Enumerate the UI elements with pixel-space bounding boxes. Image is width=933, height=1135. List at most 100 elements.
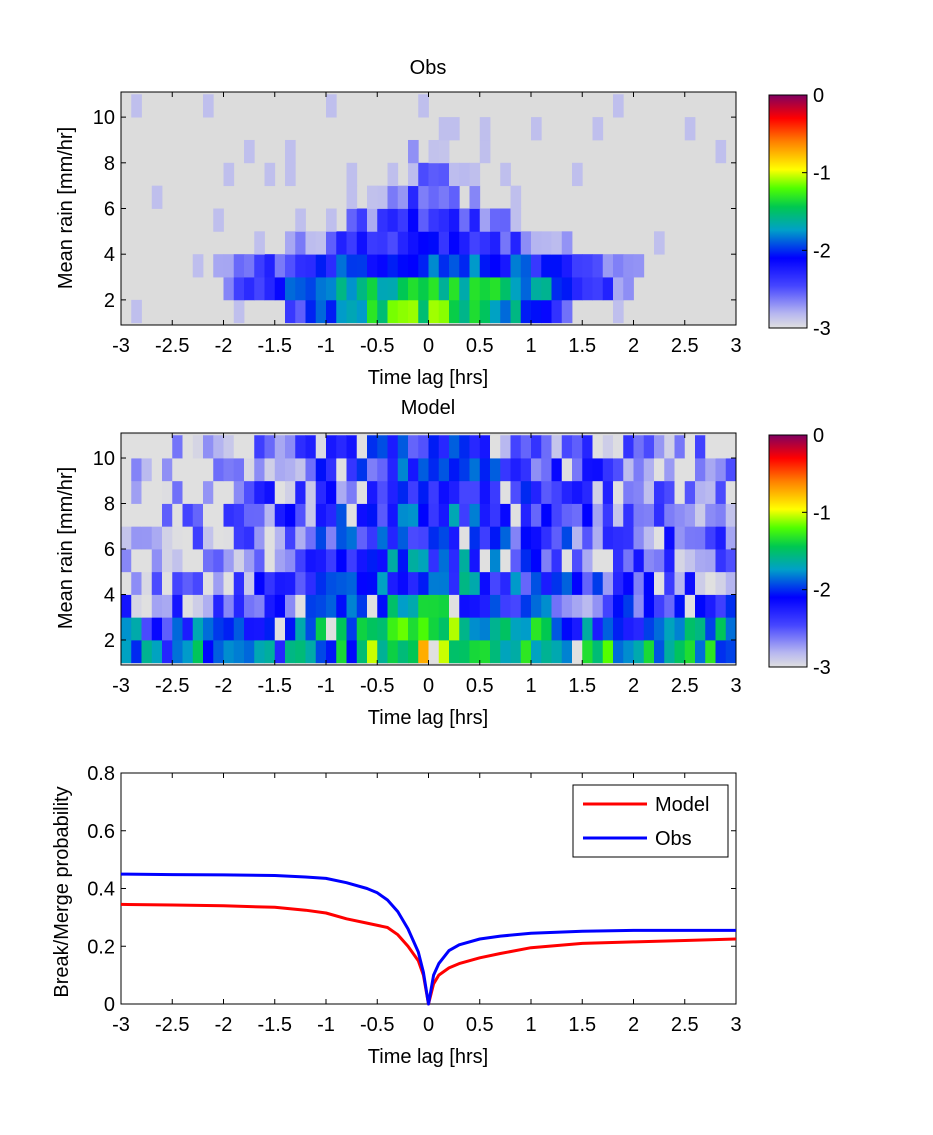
model-cell <box>500 617 511 641</box>
obs-cell <box>449 208 460 232</box>
model-cell <box>162 571 173 595</box>
model-x-tick-label: 1 <box>525 675 536 697</box>
obs-cell <box>551 231 563 255</box>
obs-colorbar: 0 -1 -2 -3 <box>768 85 831 340</box>
line-y-tick-label: 0.8 <box>87 763 115 785</box>
obs-cell <box>377 277 388 301</box>
model-cell <box>438 639 450 664</box>
obs-cell <box>469 231 481 255</box>
line-x-tick-label: 2.5 <box>671 1014 699 1036</box>
model-cell <box>674 526 686 550</box>
model-cell <box>541 435 552 459</box>
model-cell <box>346 571 358 595</box>
model-x-tick-label: -0.5 <box>360 675 394 697</box>
obs-cell <box>295 277 306 301</box>
obs-cell <box>633 254 645 278</box>
model-cell <box>367 480 378 504</box>
model-cell <box>274 480 286 504</box>
model-cell <box>285 594 296 618</box>
model-x-axis-label: Time lag [hrs] <box>368 707 488 729</box>
model-cell <box>674 458 686 482</box>
obs-cell <box>449 299 460 324</box>
model-cell <box>213 526 224 550</box>
obs-cell <box>367 254 378 278</box>
model-cell <box>428 503 440 527</box>
obs-cell <box>408 254 419 278</box>
model-y-tick-label: 6 <box>104 539 115 561</box>
model-cell <box>510 503 522 527</box>
model-cell <box>356 639 368 664</box>
model-cell <box>613 639 624 664</box>
model-cell <box>654 526 665 550</box>
model-cell <box>397 480 409 504</box>
model-cell <box>551 526 563 550</box>
model-cell <box>131 549 142 573</box>
model-cell <box>449 458 460 482</box>
model-cell <box>500 549 511 573</box>
model-cell <box>131 617 142 641</box>
model-cell <box>500 526 511 550</box>
obs-cell <box>356 277 368 301</box>
model-cell <box>551 503 563 527</box>
model-y-tick-label: 8 <box>104 494 115 516</box>
line-x-tick-label: 1.5 <box>568 1014 596 1036</box>
model-cell <box>397 458 409 482</box>
model-cell <box>418 549 429 573</box>
model-cell <box>479 549 491 573</box>
model-cell <box>582 480 593 504</box>
legend: Model Obs <box>572 784 729 858</box>
model-cell <box>613 594 624 618</box>
model-cell <box>551 549 563 573</box>
model-cell <box>582 617 593 641</box>
model-cell <box>572 435 583 459</box>
model-cell <box>285 617 296 641</box>
obs-cell <box>613 277 624 301</box>
obs-cell <box>295 254 306 278</box>
model-cell <box>684 571 696 595</box>
obs-cell <box>377 208 388 232</box>
model-cell <box>264 639 276 664</box>
model-cell <box>121 617 132 641</box>
model-cell <box>490 480 501 504</box>
model-cell <box>162 480 173 504</box>
obs-cell <box>377 299 388 324</box>
model-cell <box>326 617 337 641</box>
line-series-group <box>120 872 737 1006</box>
model-cell <box>531 594 542 618</box>
model-cell <box>387 617 399 641</box>
obs-cell <box>469 208 481 232</box>
model-cell <box>244 526 255 550</box>
model-cell <box>510 526 522 550</box>
model-cell <box>264 549 276 573</box>
model-cell <box>346 549 358 573</box>
obs-cell <box>428 231 440 255</box>
model-cell <box>428 549 440 573</box>
model-cell <box>490 639 501 664</box>
model-cell <box>531 503 542 527</box>
obs-y-tick-label: 10 <box>93 107 115 129</box>
model-cell <box>551 594 563 618</box>
obs-cell <box>479 139 491 164</box>
model-cell <box>551 458 563 482</box>
obs-cell <box>561 299 573 324</box>
obs-heatmap-panel: Obs -3 -2.5 -2 -1.5 -1 -0.5 0 0.5 1 1.5 2 2.5 3 2 4 6 8… <box>55 57 831 389</box>
model-cell <box>510 639 522 664</box>
model-cell <box>131 594 142 618</box>
obs-cell <box>387 185 399 209</box>
model-cell <box>531 435 542 459</box>
model-cell <box>623 639 634 664</box>
model-cell <box>223 480 235 504</box>
model-cell <box>469 480 481 504</box>
obs-cell <box>613 254 624 278</box>
model-x-tick-label: 2 <box>628 675 639 697</box>
model-cell <box>295 458 306 482</box>
obs-cell <box>602 277 614 301</box>
model-cell <box>305 526 317 550</box>
model-cell <box>172 480 183 504</box>
obs-y-tick-label: 4 <box>104 244 115 266</box>
model-cell <box>377 549 388 573</box>
model-cell <box>602 639 614 664</box>
obs-cell <box>387 208 399 232</box>
model-cell <box>141 571 153 595</box>
model-cell <box>172 549 183 573</box>
